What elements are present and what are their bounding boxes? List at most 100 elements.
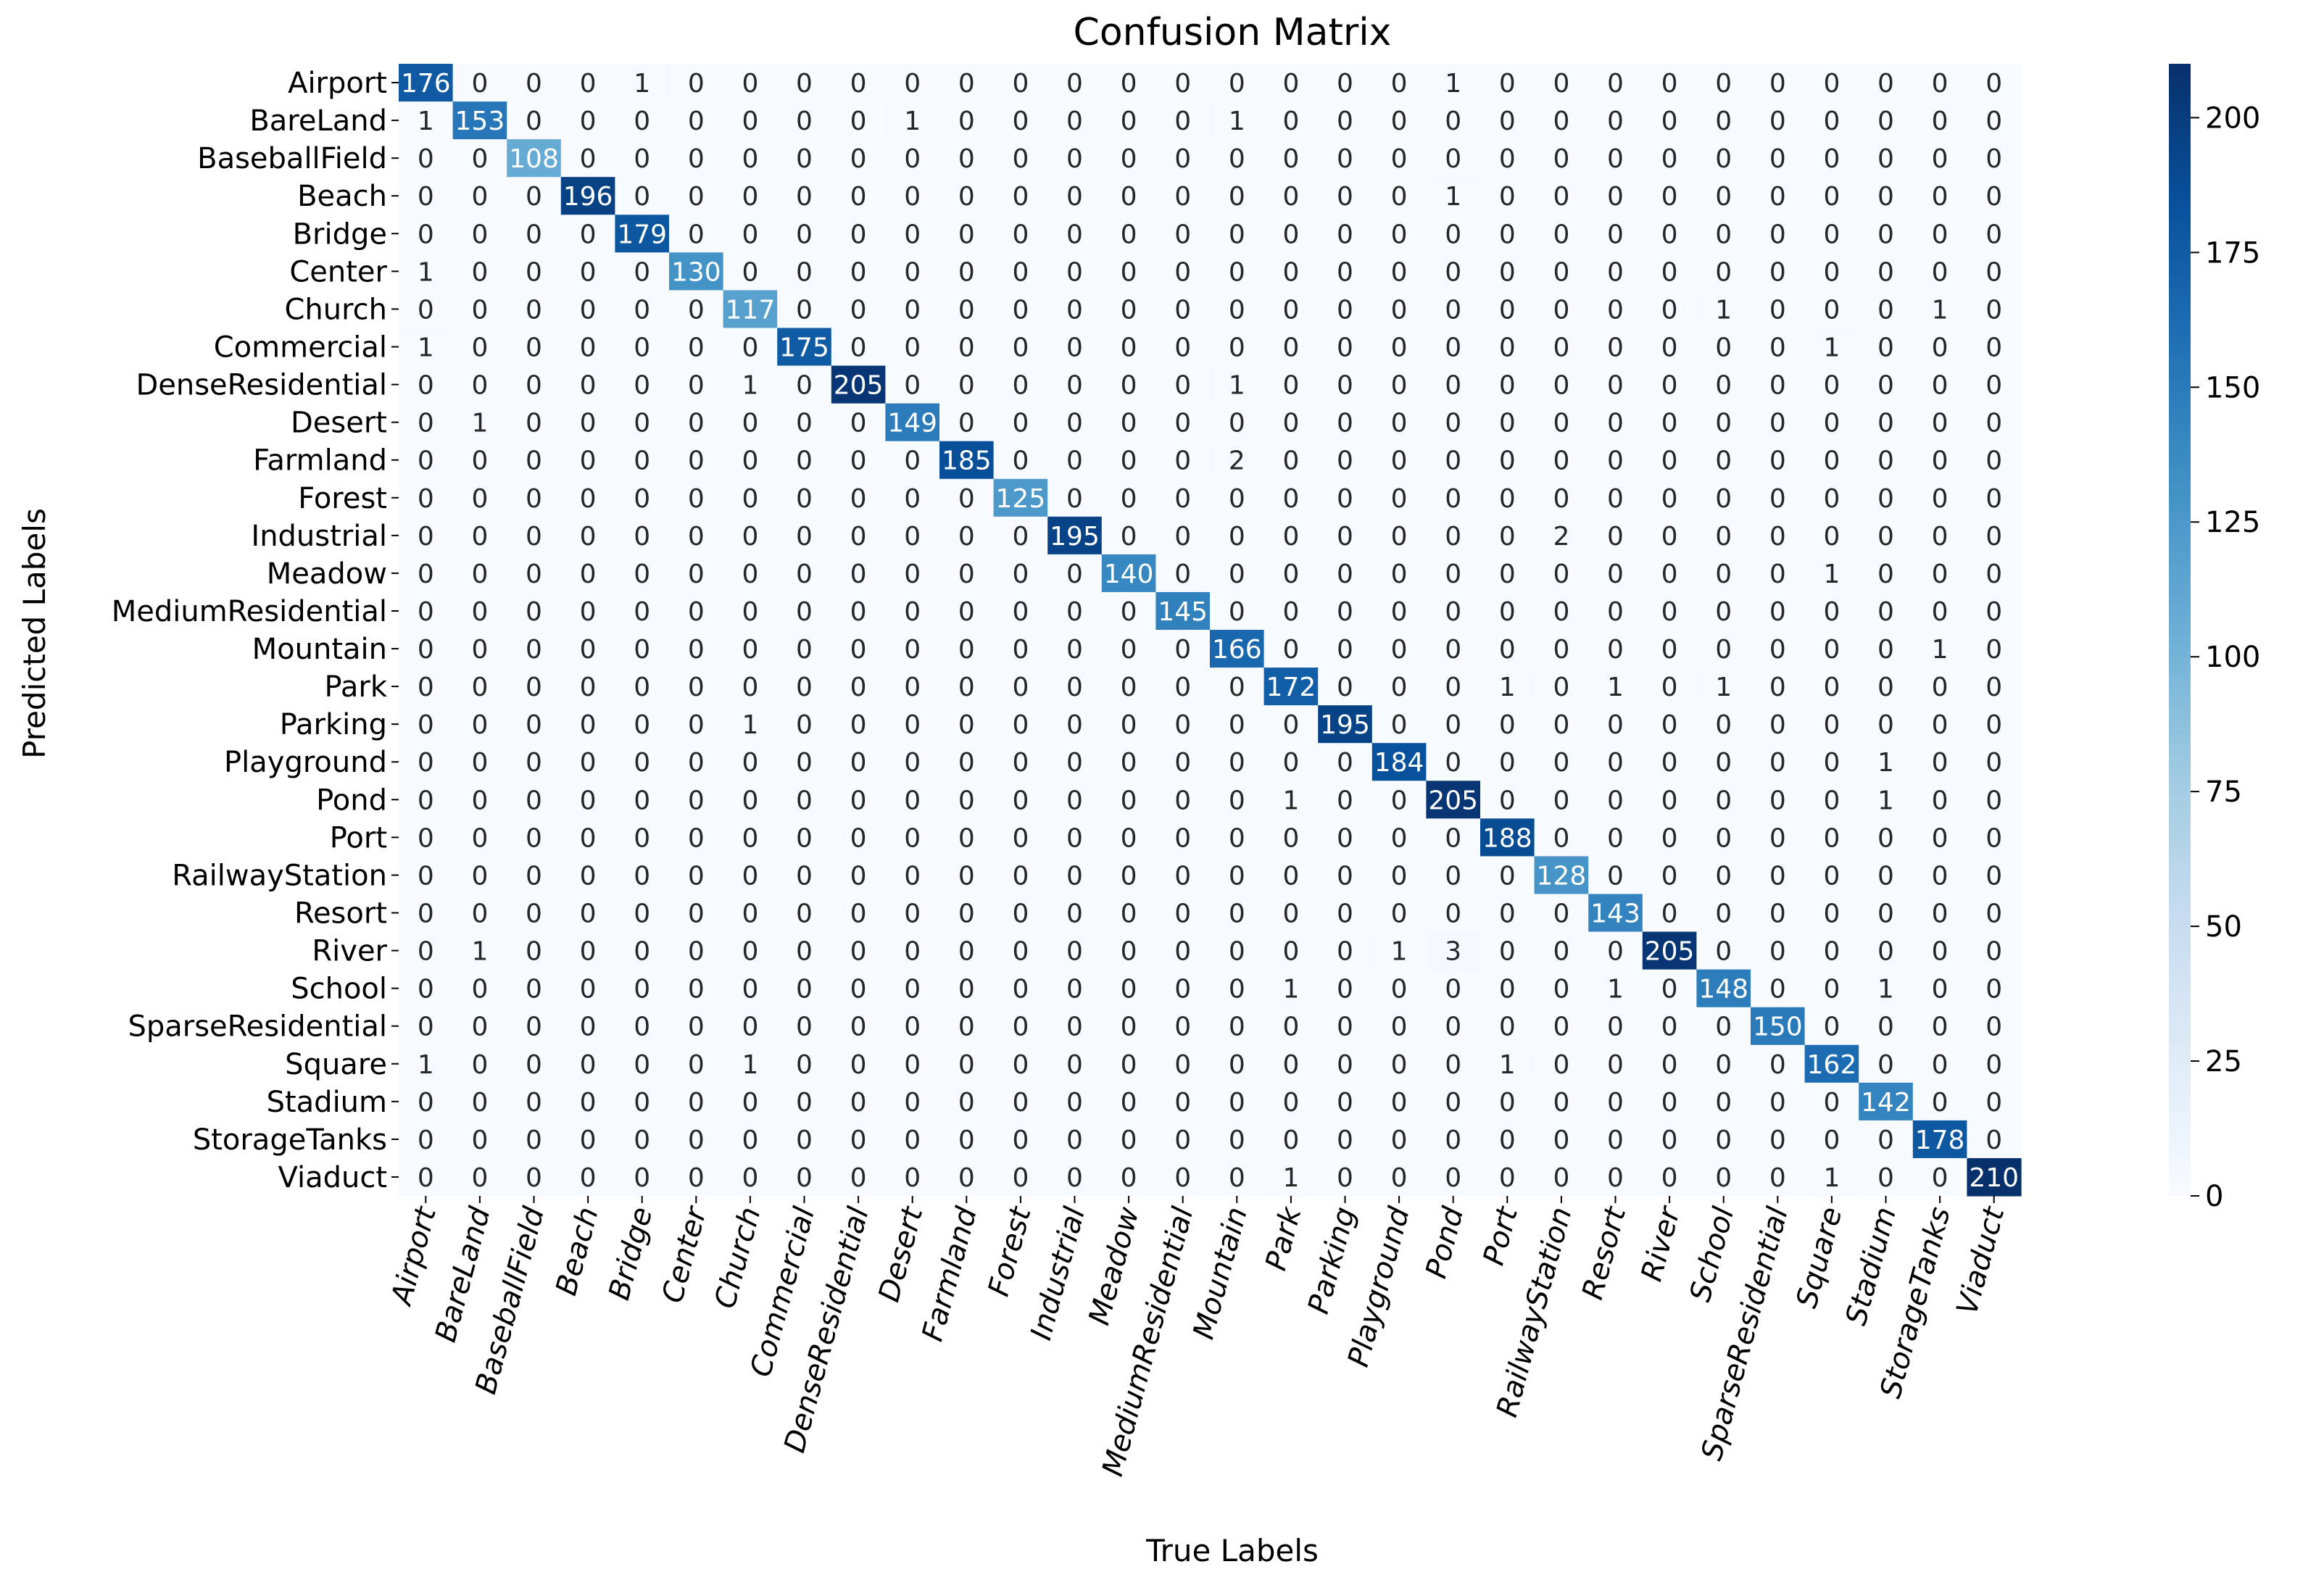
heatmap-cell	[669, 516, 724, 555]
heatmap-cell	[1804, 328, 1859, 367]
heatmap-cell	[885, 64, 940, 102]
cell-value-label: 0	[1661, 182, 1678, 212]
heatmap-cell	[1696, 1007, 1751, 1046]
cell-value-label: 0	[850, 748, 867, 778]
cell-value-label: 0	[796, 861, 813, 891]
cell-value-label: 1	[1499, 673, 1516, 702]
cell-value-label: 0	[1012, 295, 1029, 325]
heatmap-cell	[669, 856, 724, 895]
cell-value-label: 0	[580, 144, 597, 174]
cell-value-label: 0	[418, 748, 434, 778]
cell-value-label: 0	[958, 1088, 975, 1118]
heatmap-cell	[1047, 215, 1103, 253]
cell-value-label: 0	[1715, 107, 1732, 136]
cell-value-label: 0	[1985, 823, 2002, 853]
cell-value-label: 0	[1769, 182, 1786, 212]
heatmap-cell	[1426, 894, 1481, 933]
cell-value-label: 195	[1050, 522, 1100, 552]
y-tick-labels: AirportBareLandBaseballFieldBeachBridgeC…	[112, 67, 399, 1194]
cell-value-label: 0	[904, 937, 921, 967]
heatmap-cell	[1318, 743, 1373, 781]
heatmap-cell	[1101, 1082, 1156, 1121]
heatmap-cell	[1426, 705, 1481, 744]
heatmap-cell	[615, 1120, 670, 1159]
cell-value-label: 0	[1229, 710, 1245, 740]
heatmap-cell	[669, 554, 724, 593]
heatmap-cell	[615, 818, 670, 857]
heatmap-cell	[1804, 591, 1859, 631]
heatmap-cell	[723, 1157, 778, 1197]
heatmap-cell	[669, 591, 724, 631]
heatmap-cell	[1047, 591, 1103, 631]
heatmap-cell	[1642, 215, 1697, 253]
cell-value-label: 0	[1877, 144, 1894, 174]
cell-value-label: 0	[418, 861, 434, 891]
heatmap-cell	[1912, 139, 1967, 178]
heatmap-cell	[1751, 931, 1806, 970]
heatmap-cell	[723, 1082, 778, 1121]
heatmap-cell	[885, 101, 940, 140]
cell-value-label: 0	[634, 144, 650, 174]
heatmap-cell	[1967, 630, 2022, 668]
heatmap-cell	[1642, 931, 1697, 970]
cell-value-label: 0	[1661, 371, 1678, 401]
cell-value-label: 0	[634, 446, 650, 476]
heatmap-cell	[1426, 1157, 1481, 1197]
cell-value-label: 0	[1877, 333, 1894, 363]
cell-value-label: 2	[1229, 446, 1245, 476]
cell-value-label: 0	[634, 107, 650, 136]
heatmap-cell	[1967, 252, 2022, 291]
cell-value-label: 0	[418, 937, 434, 967]
cell-value-label: 0	[1661, 257, 1678, 287]
heatmap-cell	[1696, 591, 1751, 631]
heatmap-cell	[1859, 743, 1914, 781]
cell-value-label: 0	[850, 69, 867, 99]
cell-value-label: 0	[1769, 446, 1786, 476]
heatmap-cell	[1804, 743, 1859, 781]
cell-value-label: 0	[1012, 371, 1029, 401]
cell-value-label: 0	[742, 635, 758, 665]
cell-value-label: 0	[1174, 823, 1191, 853]
heatmap-cell	[1967, 101, 2022, 140]
heatmap-cell	[1804, 290, 1859, 329]
cell-value-label: 0	[1607, 69, 1624, 99]
cell-value-label: 0	[1607, 786, 1624, 815]
cell-value-label: 0	[1445, 710, 1461, 740]
heatmap-cell	[885, 403, 940, 442]
cell-value-label: 0	[634, 257, 650, 287]
cell-value-label: 0	[1877, 220, 1894, 249]
cell-value-label: 0	[796, 446, 813, 476]
heatmap-cell	[993, 64, 1048, 102]
heatmap-cell	[1859, 177, 1914, 215]
cell-value-label: 0	[1174, 333, 1191, 363]
cell-value-label: 0	[1715, 1050, 1732, 1080]
heatmap-cell	[1318, 705, 1373, 744]
cell-value-label: 0	[1012, 333, 1029, 363]
heatmap-cell	[1912, 215, 1967, 253]
cell-value-label: 0	[1499, 748, 1516, 778]
cell-value-label: 0	[471, 220, 488, 249]
cell-value-label: 0	[1229, 69, 1245, 99]
cell-value-label: 0	[958, 597, 975, 627]
heatmap-cell	[1371, 516, 1427, 555]
cell-value-label: 0	[1121, 786, 1137, 815]
heatmap-cell	[507, 252, 562, 291]
cell-value-label: 0	[526, 937, 542, 967]
cell-value-label: 0	[1769, 1126, 1786, 1155]
heatmap-cell	[1101, 328, 1156, 367]
cell-value-label: 0	[634, 899, 650, 929]
heatmap-cell	[1480, 101, 1535, 140]
heatmap-cell	[831, 1157, 886, 1197]
heatmap-cell	[1696, 403, 1751, 442]
heatmap-cell	[1426, 290, 1481, 329]
heatmap-cell	[723, 516, 778, 555]
cell-value-label: 0	[1715, 220, 1732, 249]
y-tick-label: Desert	[291, 407, 387, 440]
heatmap-cell	[1263, 64, 1319, 102]
cell-value-label: 0	[1282, 182, 1299, 212]
heatmap-cell	[452, 441, 507, 480]
cell-value-label: 184	[1374, 748, 1424, 778]
heatmap-cell	[1210, 516, 1265, 555]
heatmap-cell	[1642, 705, 1697, 744]
heatmap-cell	[1912, 1157, 1967, 1197]
